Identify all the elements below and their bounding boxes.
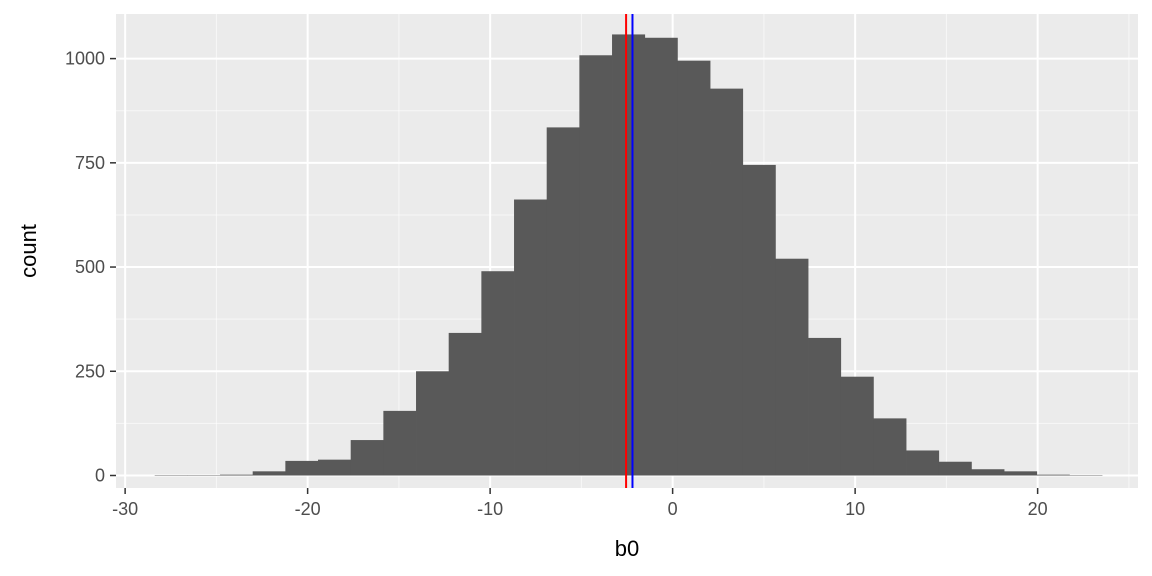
histogram-bar (710, 88, 744, 476)
histogram-bar (612, 34, 646, 476)
histogram-bar (1004, 471, 1038, 476)
x-tick-label: -20 (295, 499, 321, 519)
histogram-bar (350, 440, 384, 476)
histogram-bars (154, 34, 1103, 476)
histogram-bar (546, 127, 580, 476)
x-tick-label: -10 (477, 499, 503, 519)
x-tick-label: 10 (845, 499, 865, 519)
x-tick-label: 20 (1028, 499, 1048, 519)
y-tick-label: 0 (95, 465, 105, 485)
x-axis-ticks: -30 -20 -10 0 10 20 (112, 488, 1048, 519)
histogram-bar (448, 332, 482, 476)
y-tick-label: 750 (75, 153, 105, 173)
reference-lines (625, 14, 634, 488)
histogram-bar (971, 469, 1005, 476)
histogram-bar (938, 461, 972, 476)
y-tick-label: 250 (75, 361, 105, 381)
histogram-bar (644, 37, 678, 476)
histogram-bar (416, 371, 450, 476)
histogram-bar (252, 471, 286, 476)
histogram-bar (808, 337, 842, 476)
x-tick-label: 0 (668, 499, 678, 519)
histogram-bar (514, 199, 548, 476)
histogram-bar (383, 410, 417, 476)
y-axis-ticks: 0 250 500 750 1000 (65, 49, 116, 485)
histogram-bar (677, 60, 711, 476)
histogram-bar (579, 55, 613, 476)
histogram-bar (742, 164, 776, 476)
x-axis-title: b0 (615, 536, 639, 561)
histogram-bar (285, 460, 319, 476)
y-tick-label: 500 (75, 257, 105, 277)
histogram-bar (873, 418, 907, 476)
histogram-bar (1036, 474, 1070, 476)
histogram-bar (775, 258, 809, 476)
histogram-bar (840, 376, 874, 476)
histogram-bar (906, 450, 940, 476)
x-tick-label: -30 (112, 499, 138, 519)
y-tick-label: 1000 (65, 49, 105, 69)
y-axis-title: count (16, 224, 41, 278)
histogram-bar (481, 271, 515, 476)
histogram-bar (318, 459, 352, 476)
histogram-bar (220, 474, 254, 476)
